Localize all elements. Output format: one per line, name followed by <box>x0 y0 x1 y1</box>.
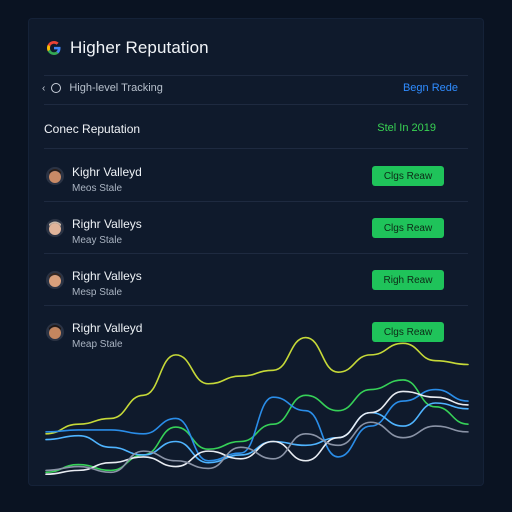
reputation-line-chart <box>45 336 469 476</box>
google-g-icon <box>47 41 61 55</box>
row-name: Righr Valleyd <box>72 321 143 335</box>
series-line-2 <box>45 388 469 462</box>
row-action-button[interactable]: Clgs Reaw <box>372 166 444 186</box>
series-line-4 <box>45 390 469 476</box>
list-item: Righr Valleys Mesp Stale Righ Reaw <box>44 258 468 310</box>
avatar-icon <box>46 323 64 341</box>
divider <box>44 104 468 105</box>
row-status: Mesp Stale <box>72 287 123 298</box>
chevron-left-icon[interactable]: ‹ <box>42 82 46 94</box>
avatar-icon <box>46 219 64 237</box>
avatar-icon <box>46 271 64 289</box>
row-name: Righr Valleys <box>72 269 142 283</box>
avatar <box>46 219 64 237</box>
page-title: Higher Reputation <box>70 38 209 57</box>
avatar-icon <box>46 167 64 185</box>
list-item: Righr Valleyd Meap Stale Clgs Reaw <box>44 310 468 362</box>
section-title: Conec Reputation <box>44 122 141 136</box>
row-action-button[interactable]: Righ Reaw <box>372 270 444 290</box>
tracking-row: ‹ High-level Tracking <box>42 82 163 94</box>
avatar <box>46 323 64 341</box>
divider <box>44 148 468 149</box>
reputation-panel: Higher Reputation ‹ High-level Tracking … <box>28 18 484 486</box>
row-action-button[interactable]: Clgs Reaw <box>372 322 444 342</box>
row-status: Meay Stale <box>72 235 123 246</box>
row-name: Righr Valleys <box>72 217 142 231</box>
divider <box>44 305 468 306</box>
series-line-0 <box>45 379 469 474</box>
info-icon <box>51 83 62 93</box>
series-line-1 <box>45 336 469 435</box>
row-name: Kighr Valleyd <box>72 165 142 179</box>
row-action-button[interactable]: Clgs Reaw <box>372 218 444 238</box>
avatar <box>46 167 64 185</box>
divider <box>44 75 468 76</box>
list-item: Righr Valleys Meay Stale Clgs Reaw <box>44 206 468 258</box>
title-row: Higher Reputation <box>46 38 209 58</box>
divider <box>44 201 468 202</box>
row-status: Meap Stale <box>72 339 123 350</box>
divider <box>44 253 468 254</box>
tracking-action-link[interactable]: Begn Rede <box>402 82 458 94</box>
section-status: Stel In 2019 <box>377 122 436 134</box>
row-status: Meos Stale <box>72 183 123 194</box>
series-line-3 <box>45 402 469 464</box>
avatar <box>46 271 64 289</box>
series-line-5 <box>45 421 469 474</box>
list-item: Kighr Valleyd Meos Stale Clgs Reaw <box>44 154 468 206</box>
tracking-label: High-level Tracking <box>69 82 163 94</box>
